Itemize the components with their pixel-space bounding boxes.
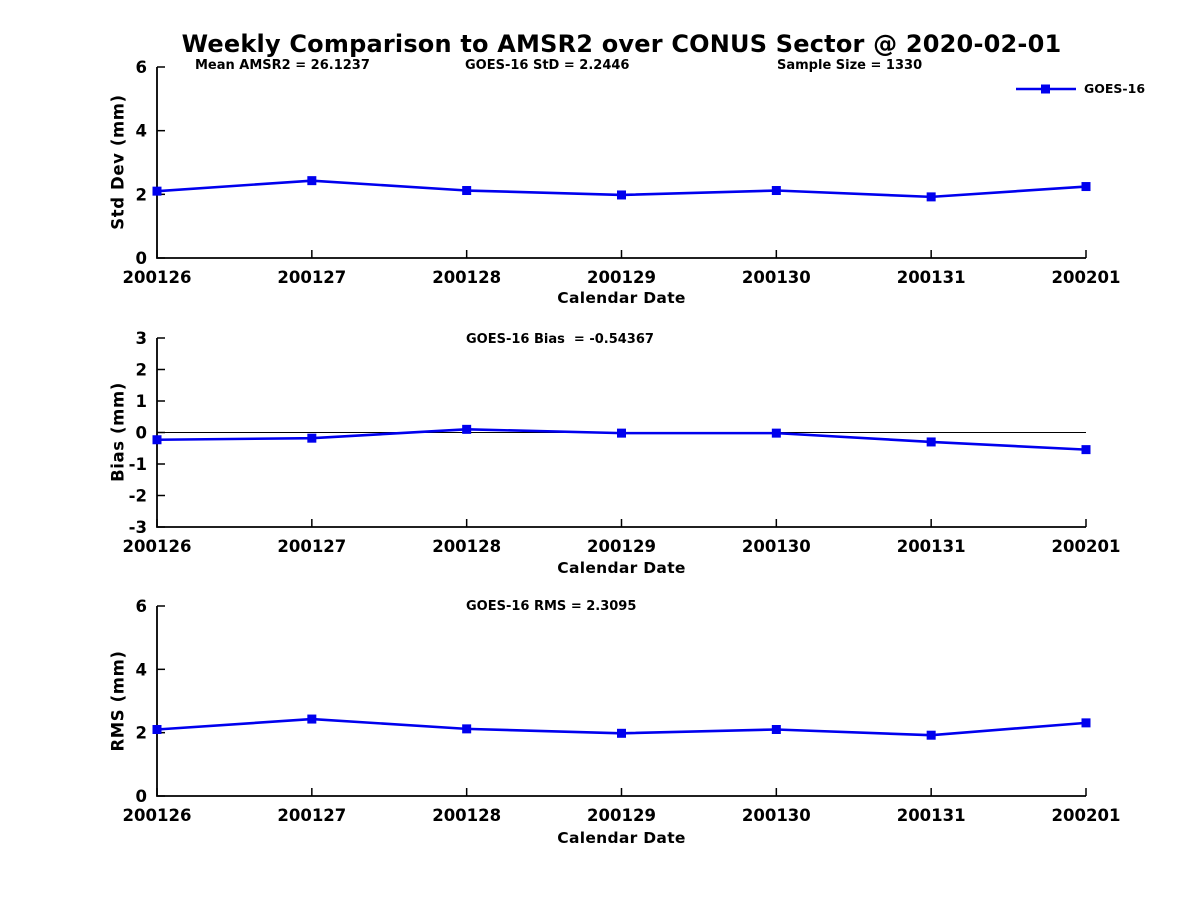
data-point-marker — [462, 724, 472, 734]
x-tick-label: 200126 — [123, 537, 192, 556]
y-tick-label: 3 — [136, 329, 147, 348]
y-tick-label: 6 — [136, 597, 147, 616]
x-tick-label: 200129 — [587, 806, 656, 825]
y-tick-label: -1 — [129, 455, 147, 474]
stddev-y-axis-label: Std Dev (mm) — [108, 94, 128, 230]
x-tick-label: 200130 — [742, 806, 811, 825]
y-tick-label: -3 — [129, 518, 147, 537]
x-tick-label: 200201 — [1052, 537, 1121, 556]
data-point-marker — [617, 190, 626, 200]
y-tick-label: 4 — [136, 122, 147, 141]
annotation-goes16-std: GOES-16 StD = 2.2446 — [465, 58, 630, 73]
x-tick-label: 200201 — [1052, 806, 1121, 825]
axis-lines — [156, 606, 1086, 797]
x-tick-label: 200128 — [432, 537, 501, 556]
x-tick-label: 200127 — [277, 537, 346, 556]
annotation-mean-amsr2: Mean AMSR2 = 26.1237 — [195, 58, 370, 73]
data-point-marker — [462, 186, 472, 196]
data-point-marker — [1081, 182, 1091, 192]
data-point-marker — [926, 730, 936, 740]
data-point-marker — [1081, 718, 1091, 728]
rms-x-axis-label: Calendar Date — [557, 829, 686, 847]
y-tick-label: 0 — [136, 424, 147, 443]
annotation-goes16-rms: GOES-16 RMS = 2.3095 — [466, 599, 637, 614]
y-tick-label: 0 — [136, 787, 147, 806]
data-point-marker — [771, 428, 781, 438]
x-tick-label: 200130 — [742, 268, 811, 287]
figure-title: Weekly Comparison to AMSR2 over CONUS Se… — [181, 30, 1062, 58]
x-tick-label: 200129 — [587, 268, 656, 287]
x-tick-label: 200201 — [1052, 268, 1121, 287]
x-tick-label: 200127 — [277, 268, 346, 287]
annotation-goes16-bias: GOES-16 Bias = -0.54367 — [466, 332, 654, 347]
legend-line-marker-icon — [1016, 84, 1076, 93]
data-point-marker — [771, 725, 781, 734]
y-tick-label: 2 — [136, 185, 147, 204]
y-tick-label: 0 — [136, 249, 147, 268]
x-tick-label: 200126 — [123, 806, 192, 825]
legend-label: GOES-16 — [1084, 81, 1146, 96]
x-tick-label: 200131 — [897, 268, 966, 287]
data-point-marker — [771, 186, 781, 196]
x-tick-label: 200131 — [897, 806, 966, 825]
axis-lines — [156, 67, 1086, 259]
data-point-marker — [152, 186, 162, 196]
data-point-marker — [926, 192, 936, 202]
x-tick-label: 200126 — [123, 268, 192, 287]
data-point-marker — [307, 433, 317, 443]
data-point-marker — [617, 428, 626, 438]
x-tick-label: 200130 — [742, 537, 811, 556]
y-tick-label: 4 — [136, 660, 147, 679]
legend: GOES-16 — [1015, 81, 1145, 96]
bias-y-axis-label: Bias (mm) — [108, 382, 128, 482]
data-point-marker — [307, 176, 317, 186]
x-tick-label: 200131 — [897, 537, 966, 556]
x-tick-label: 200129 — [587, 537, 656, 556]
y-tick-label: 6 — [136, 58, 147, 77]
y-tick-label: 2 — [136, 361, 147, 380]
data-point-marker — [462, 424, 472, 434]
data-point-marker — [926, 437, 936, 447]
y-tick-label: 2 — [136, 724, 147, 743]
y-tick-label: -2 — [129, 487, 147, 506]
rms-y-axis-label: RMS (mm) — [108, 650, 128, 752]
annotation-sample-size: Sample Size = 1330 — [777, 58, 923, 73]
stddev-x-axis-label: Calendar Date — [557, 289, 686, 307]
x-tick-label: 200127 — [277, 806, 346, 825]
x-tick-label: 200128 — [432, 806, 501, 825]
data-point-marker — [152, 725, 162, 734]
y-tick-label: 1 — [136, 392, 147, 411]
x-tick-label: 200128 — [432, 268, 501, 287]
data-point-marker — [307, 714, 317, 724]
bias-x-axis-label: Calendar Date — [557, 559, 686, 577]
data-point-marker — [152, 435, 162, 445]
data-point-marker — [617, 728, 626, 738]
data-point-marker — [1081, 445, 1091, 455]
